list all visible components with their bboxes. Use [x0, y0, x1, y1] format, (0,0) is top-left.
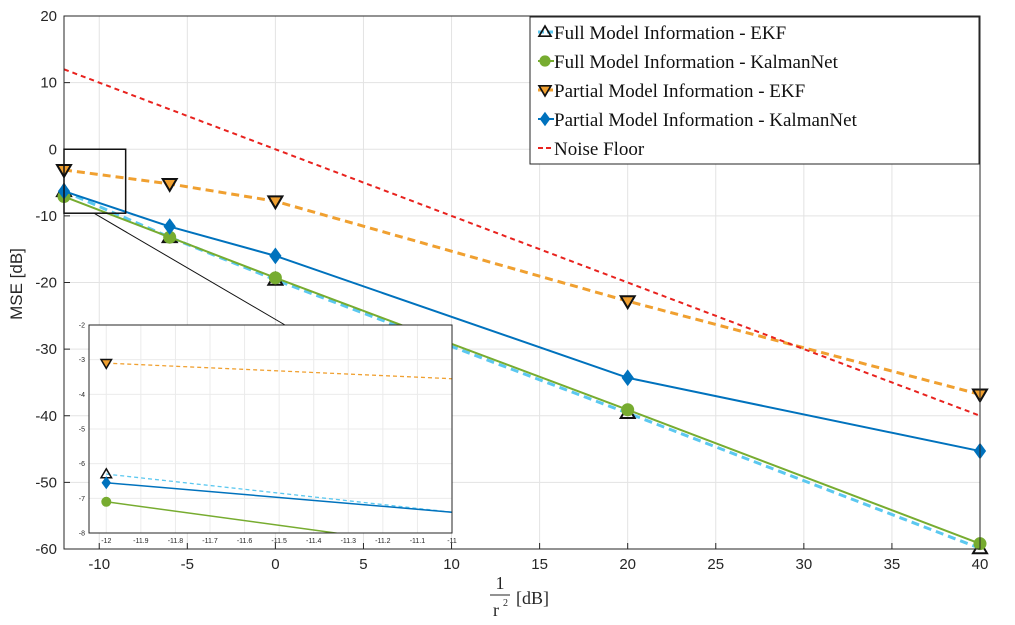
y-tick-label: -30: [35, 341, 57, 358]
y-axis-label: MSE [dB]: [7, 248, 26, 320]
legend-entry: Full Model Information - EKF: [537, 23, 786, 44]
legend-entry: Noise Floor: [538, 139, 645, 160]
series-5: [63, 68, 981, 417]
inset-x-tick-label: -11.6: [237, 538, 253, 545]
inset-x-tick-label: -11.5: [271, 538, 287, 545]
inset-y-tick-label: -7: [79, 496, 85, 503]
inset-y-tick-label: -2: [79, 323, 85, 330]
legend-label: Full Model Information - EKF: [554, 23, 786, 44]
data-point: [618, 295, 637, 311]
inset-x-tick-label: -11.3: [341, 538, 357, 545]
zoom-connector: [93, 212, 286, 326]
x-axis-label-numerator: 1: [496, 573, 505, 593]
inset-x-tick-label: -11.1: [410, 538, 426, 545]
inset-frame: [88, 324, 453, 534]
x-axis-label: 1 r 2 [dB]: [490, 573, 549, 620]
inset-y-tick-label: -6: [79, 461, 85, 468]
y-tick-label: -50: [35, 474, 57, 491]
series-line: [63, 68, 981, 417]
x-tick-label: 15: [531, 556, 548, 573]
y-tick-label: 0: [49, 141, 57, 158]
inset-series-line: [106, 473, 452, 513]
legend-box: [529, 16, 980, 165]
data-point: [160, 177, 179, 193]
inset-y-tick-label: -4: [79, 392, 85, 399]
inset-data-point: [99, 358, 113, 370]
y-tick-label: -10: [35, 208, 57, 225]
legend: Full Model Information - EKF Full Model I…: [529, 16, 980, 165]
inset-x-tick-label: -11.4: [306, 538, 322, 545]
x-tick-label: 20: [619, 556, 636, 573]
series-3: [55, 164, 989, 404]
legend-entry: Partial Model Information - KalmanNet: [538, 110, 858, 131]
legend-entry: Partial Model Information - EKF: [537, 81, 805, 102]
inset-y-tick-label: -8: [79, 531, 85, 538]
x-axis-label-exponent: 2: [503, 598, 508, 609]
data-point: [163, 218, 176, 235]
x-tick-label: 0: [271, 556, 279, 573]
x-tick-label: -10: [88, 556, 110, 573]
x-axis-label-denominator: r: [493, 600, 499, 620]
x-tick-label: 10: [443, 556, 460, 573]
inset-series-line: [106, 362, 452, 380]
legend-label: Full Model Information - KalmanNet: [554, 52, 839, 73]
inset-data-point: [101, 476, 112, 490]
y-tick-label: -40: [35, 408, 57, 425]
legend-label: Noise Floor: [554, 139, 645, 160]
series-line: [63, 189, 981, 550]
zoom-callout: [63, 148, 286, 326]
legend-marker: [539, 111, 551, 127]
data-point: [268, 271, 282, 285]
inset-x-tick-label: -12: [101, 538, 111, 545]
x-tick-label: -5: [181, 556, 194, 573]
x-tick-label: 35: [884, 556, 901, 573]
inset-x-tick-label: -11.8: [168, 538, 184, 545]
data-point: [621, 369, 634, 387]
inset-plot: -12 -11.9 -11.8 -11.7 -11.6 -11.5 -11.4 -11.3 -1…: [79, 323, 457, 546]
x-tick-label: 25: [707, 556, 724, 573]
main-series: [55, 68, 989, 555]
legend-entry: Full Model Information - KalmanNet: [538, 52, 839, 73]
inset-x-tick-label: -11.9: [133, 538, 149, 545]
x-tick-label: 40: [972, 556, 989, 573]
inset-series-line: [106, 481, 452, 513]
legend-marker: [537, 24, 553, 38]
y-tick-label: -20: [35, 275, 57, 292]
legend-marker: [537, 84, 553, 98]
inset-series-line: [106, 501, 342, 533]
x-axis-label-unit: [dB]: [516, 588, 549, 608]
legend-label: Partial Model Information - KalmanNet: [554, 110, 858, 131]
legend-label: Partial Model Information - EKF: [554, 81, 805, 102]
inset-y-tick-label: -3: [79, 357, 85, 364]
inset-x-tick-label: -11: [447, 538, 457, 545]
inset-series: [106, 362, 452, 533]
inset-data-point: [101, 496, 112, 507]
data-point: [621, 403, 635, 417]
inset-y-tick-label: -5: [79, 427, 85, 434]
inset-x-tick-label: -11.7: [202, 538, 218, 545]
y-tick-label: 10: [40, 75, 57, 92]
x-tick-label: 30: [796, 556, 813, 573]
inset-x-tick-label: -11.2: [375, 538, 391, 545]
y-tick-label: -60: [35, 541, 57, 558]
series-4: [57, 182, 987, 460]
data-point: [266, 195, 285, 211]
x-tick-label: 5: [359, 556, 367, 573]
axis-ticks: -10 -5 0 5 10 15 20 25 30 35 40-60-50-40-30-20-100…: [35, 8, 988, 573]
y-tick-label: 20: [40, 8, 57, 25]
data-point: [269, 247, 282, 265]
legend-marker: [539, 55, 551, 67]
